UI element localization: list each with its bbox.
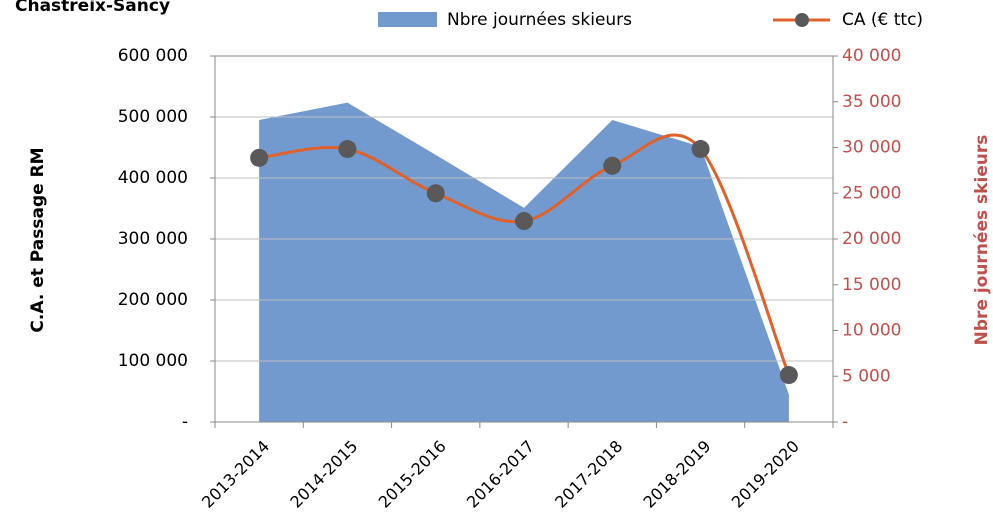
legend-swatch bbox=[378, 12, 437, 27]
x-tick-label: 2013-2014 bbox=[198, 437, 273, 512]
x-tick-label: 2018-2019 bbox=[639, 437, 714, 512]
marker bbox=[250, 148, 269, 167]
y2-axis-title: Nbre journées skieurs bbox=[972, 135, 992, 346]
chart-title: Chastreix-Sancy bbox=[15, 0, 170, 16]
x-tick-label: 2015-2016 bbox=[375, 437, 450, 512]
y2-tick-label: 30 000 bbox=[842, 138, 901, 158]
y2-tick-label: 20 000 bbox=[842, 229, 901, 249]
y-tick-label: - bbox=[182, 412, 188, 432]
marker bbox=[426, 184, 445, 203]
y2-tick-label: 5 000 bbox=[842, 366, 891, 386]
y-tick-label: 100 000 bbox=[118, 351, 188, 371]
marker bbox=[515, 212, 533, 231]
y2-tick-label: 35 000 bbox=[842, 92, 901, 112]
y2-tick-label: 10 000 bbox=[842, 321, 901, 341]
y-tick-label: 400 000 bbox=[118, 168, 188, 188]
marker bbox=[338, 140, 357, 159]
y2-tick-label: 40 000 bbox=[842, 46, 901, 66]
x-tick-label: 2017-2018 bbox=[551, 437, 626, 512]
y2-tick-label: - bbox=[842, 412, 848, 432]
legend-marker bbox=[795, 13, 809, 27]
y2-tick-label: 15 000 bbox=[842, 275, 901, 295]
y-tick-label: 200 000 bbox=[118, 290, 188, 310]
y-tick-label: 300 000 bbox=[118, 229, 188, 249]
x-tick-label: 2019-2020 bbox=[728, 437, 803, 512]
marker bbox=[603, 156, 622, 175]
y-tick-label: 500 000 bbox=[118, 107, 188, 127]
y-axis-title: C.A. et Passage RM bbox=[28, 147, 48, 332]
legend-label: Nbre journées skieurs bbox=[447, 10, 632, 30]
x-tick-label: 2016-2017 bbox=[463, 437, 538, 512]
plot-border bbox=[214, 55, 834, 423]
marker bbox=[779, 366, 798, 385]
area bbox=[259, 102, 789, 422]
y-tick-label: 600 000 bbox=[118, 46, 188, 66]
marker bbox=[691, 140, 710, 159]
x-tick-label: 2014-2015 bbox=[286, 437, 361, 512]
legend-label: CA (€ ttc) bbox=[842, 10, 923, 30]
y2-tick-label: 25 000 bbox=[842, 183, 901, 203]
